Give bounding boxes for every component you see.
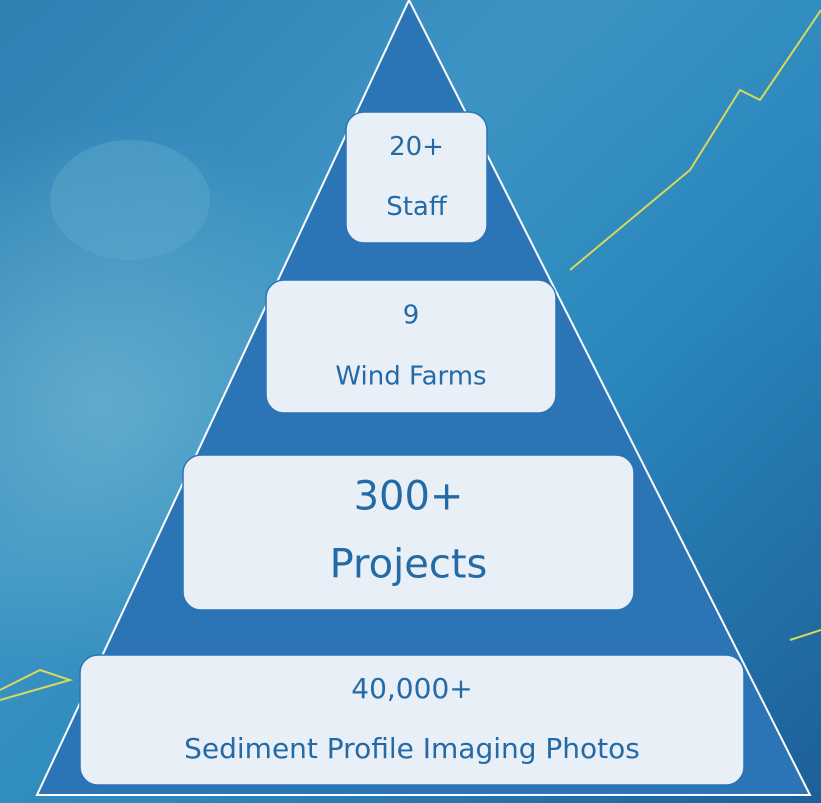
page: 20+ Staff 9 Wind Farms 300+ Projects 40,000+ Se… xyxy=(0,0,821,803)
tier-value: 20+ xyxy=(389,132,444,162)
seabed-feature xyxy=(50,140,210,260)
tier-value: 40,000+ xyxy=(351,672,472,705)
tier-label: Staff xyxy=(386,192,448,222)
tier-value: 9 xyxy=(403,300,420,330)
pyramid-infographic: 20+ Staff 9 Wind Farms 300+ Projects 40,000+ Se… xyxy=(0,0,821,803)
tier-label: Wind Farms xyxy=(335,362,486,392)
tier-value: 300+ xyxy=(354,473,464,519)
tier-label: Projects xyxy=(330,542,488,588)
tier-label: Sediment Profile Imaging Photos xyxy=(184,732,640,765)
